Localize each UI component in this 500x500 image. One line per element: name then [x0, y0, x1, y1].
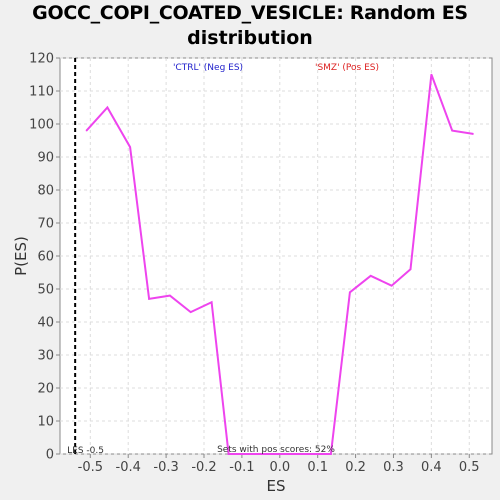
chart-title-line-1: GOCC_COPI_COATED_VESICLE: Random ES: [32, 2, 468, 24]
data-point: [269, 453, 272, 455]
data-point: [227, 453, 230, 455]
data-point: [288, 453, 291, 455]
y-tick-label: 30: [37, 349, 54, 364]
y-tick-label: 90: [37, 151, 54, 166]
data-point: [349, 291, 351, 294]
grid-lines: [60, 57, 492, 455]
data-point: [148, 298, 150, 300]
x-tick-label: 0.1: [307, 460, 328, 475]
x-tick-label: -0.1: [229, 460, 254, 475]
x-tick-label: -0.5: [78, 460, 103, 475]
x-tick-label: -0.4: [116, 460, 141, 475]
x-tick-label: 0.3: [383, 460, 404, 475]
y-tick-label: 0: [46, 448, 54, 463]
x-tick-label: 0.5: [459, 460, 480, 475]
data-point: [106, 106, 109, 109]
data-point: [169, 294, 171, 297]
x-tick-label: -0.2: [191, 460, 216, 475]
y-tick-label: 10: [37, 415, 54, 430]
data-point: [248, 453, 251, 455]
data-point: [309, 453, 311, 455]
data-point: [129, 146, 131, 148]
series-layer: [85, 73, 474, 455]
x-tick-label: 0.4: [421, 460, 442, 475]
data-point: [472, 133, 474, 135]
data-point: [430, 73, 433, 76]
y-tick-label: 40: [37, 316, 54, 331]
y-tick-label: 60: [37, 250, 54, 265]
x-tick-label: 0.2: [345, 460, 366, 475]
data-point: [85, 129, 88, 132]
y-tick-label: 70: [37, 217, 54, 232]
data-point: [189, 311, 192, 313]
data-point: [390, 284, 393, 287]
data-point: [451, 129, 454, 132]
y-tick-label: 50: [37, 283, 54, 298]
data-point: [369, 275, 372, 277]
axes: 0 10 20 30 40 50 60 70 80 90 100 110 120 -0.5 -0.4 -0.3…: [29, 52, 479, 476]
y-tick-label: 20: [37, 382, 54, 397]
x-tick-label: -0.3: [153, 460, 178, 475]
y-tick-label: 120: [29, 52, 54, 67]
x-tick-label: 0.0: [269, 460, 290, 475]
series-line: [85, 74, 474, 455]
y-axis-label: P(ES): [12, 236, 30, 276]
y-tick-label: 100: [29, 118, 54, 133]
data-point: [409, 268, 412, 271]
data-point: [330, 453, 332, 455]
neg-es-label: 'CTRL' (Neg ES): [173, 63, 243, 73]
y-tick-label: 80: [37, 184, 54, 199]
pos-scores-annotation: Sets with pos scores: 52%: [217, 445, 335, 455]
chart-title-line-2: distribution: [187, 27, 313, 49]
x-axis-label: ES: [267, 477, 286, 495]
pos-es-label: 'SMZ' (Pos ES): [315, 63, 379, 73]
data-point: [210, 301, 213, 304]
marker-line-label: LES -0.5: [67, 446, 104, 456]
y-tick-label: 110: [29, 85, 54, 100]
